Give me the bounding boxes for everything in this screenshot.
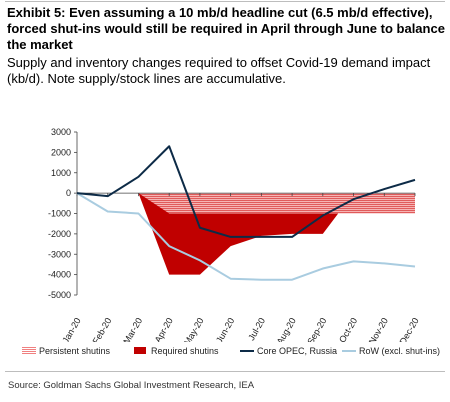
y-tick-label: -2000	[48, 229, 71, 239]
y-tick-label: -1000	[48, 209, 71, 219]
bottom-rule	[5, 371, 445, 372]
y-tick-label: 1000	[51, 168, 71, 178]
y-tick-label: -5000	[48, 290, 71, 300]
x-tick-label: Feb-20	[91, 316, 114, 342]
legend: Persistent shutins Required shutins Core…	[22, 344, 447, 358]
x-tick-label: Dec-20	[398, 316, 421, 342]
chart-subtitle: Supply and inventory changes required to…	[7, 55, 431, 86]
chart-plot: 3000 2000 1000 0 -1000 -2000 -3000 -4000 -5000 Ja…	[48, 127, 421, 342]
x-tick-label: Aug-20	[275, 316, 298, 342]
x-tick-label: Sep-20	[305, 316, 328, 342]
legend-label-persistent: Persistent shutins	[39, 346, 111, 356]
top-rule	[5, 1, 445, 2]
x-tick-label: Jun-20	[214, 316, 236, 342]
chart-title: Exhibit 5: Even assuming a 10 mb/d headl…	[7, 5, 445, 52]
legend-swatch-core-opec	[240, 350, 254, 352]
lines-layer	[76, 145, 416, 281]
areas-layer	[77, 193, 415, 275]
x-tick-label: Mar-20	[121, 316, 144, 342]
core-opec-russia-line	[76, 145, 416, 238]
legend-label-row: RoW (excl. shut-ins)	[359, 346, 441, 356]
row-excl-shutins-line	[76, 192, 416, 281]
x-tick-label: Jul-20	[246, 316, 267, 342]
x-tick-label: Apr-20	[153, 316, 175, 342]
y-tick-label: 2000	[51, 147, 71, 157]
y-tick-label: -3000	[48, 249, 71, 259]
y-tick-label: 3000	[51, 127, 71, 137]
persistent-shutins-area	[77, 193, 415, 214]
x-tick-label: Oct-20	[337, 316, 359, 342]
legend-swatch-persistent	[22, 347, 36, 354]
x-tick-label: Nov-20	[367, 316, 390, 342]
source-note: Source: Goldman Sachs Global Investment …	[8, 380, 255, 391]
x-tick-label: Jan-20	[60, 316, 82, 342]
legend-swatch-row	[342, 350, 356, 352]
y-tick-label: 0	[66, 188, 71, 198]
x-tick-label: May-20	[182, 316, 206, 342]
y-tick-label: -4000	[48, 270, 71, 280]
legend-label-core-opec: Core OPEC, Russia	[257, 346, 338, 356]
legend-label-required: Required shutins	[151, 346, 219, 356]
axes-layer: 3000 2000 1000 0 -1000 -2000 -3000 -4000 -5000 Ja…	[48, 127, 421, 342]
legend-swatch-required	[134, 347, 146, 354]
